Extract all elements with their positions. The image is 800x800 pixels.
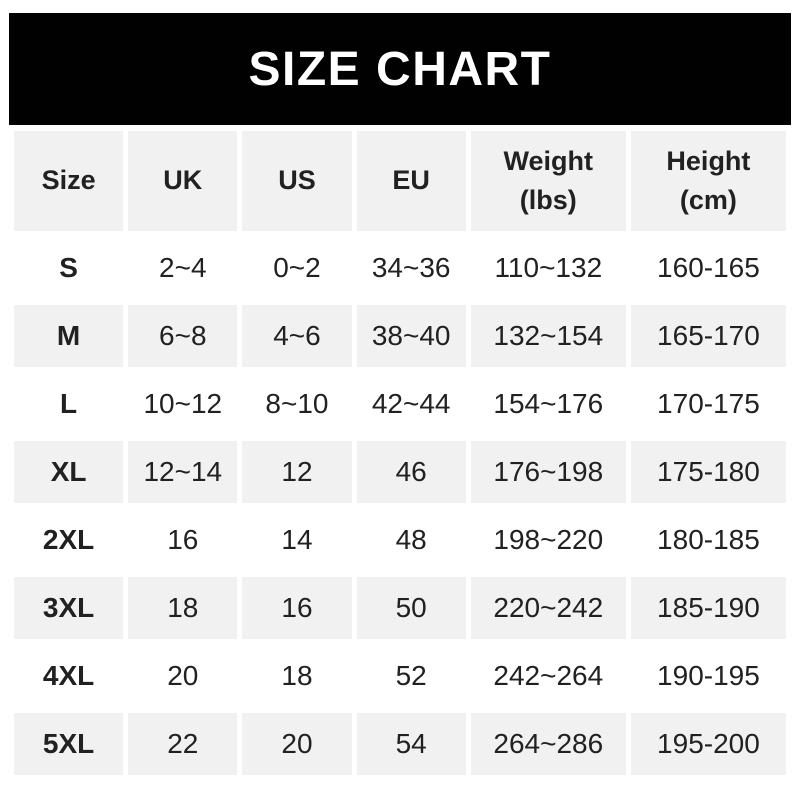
size-cell: L bbox=[14, 373, 124, 435]
weight-cell: 110~132 bbox=[470, 237, 626, 299]
col-header-weight: Weight (lbs) bbox=[470, 131, 626, 231]
us-cell: 18 bbox=[242, 645, 352, 707]
banner: SIZE CHART bbox=[9, 13, 791, 125]
eu-cell: 46 bbox=[356, 441, 466, 503]
col-header-us: US bbox=[242, 131, 352, 231]
height-cell: 160-165 bbox=[630, 237, 786, 299]
eu-cell: 34~36 bbox=[356, 237, 466, 299]
table-row-m: M 6~8 4~6 38~40 132~154 165-170 bbox=[14, 305, 786, 367]
uk-cell: 10~12 bbox=[128, 373, 238, 435]
uk-cell: 22 bbox=[128, 713, 238, 775]
height-cell: 175-180 bbox=[630, 441, 786, 503]
header-row: Size UK US EU Weight (lbs) Height (cm) bbox=[14, 131, 786, 231]
col-header-height: Height (cm) bbox=[630, 131, 786, 231]
eu-cell: 42~44 bbox=[356, 373, 466, 435]
height-cell: 170-175 bbox=[630, 373, 786, 435]
eu-cell: 50 bbox=[356, 577, 466, 639]
uk-cell: 2~4 bbox=[128, 237, 238, 299]
size-cell: 2XL bbox=[14, 509, 124, 571]
height-cell: 190-195 bbox=[630, 645, 786, 707]
table-row-4xl: 4XL 20 18 52 242~264 190-195 bbox=[14, 645, 786, 707]
us-cell: 12 bbox=[242, 441, 352, 503]
page-title: SIZE CHART bbox=[248, 42, 552, 96]
eu-cell: 54 bbox=[356, 713, 466, 775]
weight-cell: 154~176 bbox=[470, 373, 626, 435]
height-cell: 195-200 bbox=[630, 713, 786, 775]
col-header-size: Size bbox=[14, 131, 124, 231]
eu-cell: 38~40 bbox=[356, 305, 466, 367]
table-row-xl: XL 12~14 12 46 176~198 175-180 bbox=[14, 441, 786, 503]
us-cell: 16 bbox=[242, 577, 352, 639]
size-cell: 4XL bbox=[14, 645, 124, 707]
weight-cell: 132~154 bbox=[470, 305, 626, 367]
height-cell: 185-190 bbox=[630, 577, 786, 639]
size-cell: XL bbox=[14, 441, 124, 503]
height-cell: 165-170 bbox=[630, 305, 786, 367]
us-cell: 20 bbox=[242, 713, 352, 775]
uk-cell: 18 bbox=[128, 577, 238, 639]
size-table: Size UK US EU Weight (lbs) Height (cm) S… bbox=[9, 125, 791, 781]
weight-cell: 176~198 bbox=[470, 441, 626, 503]
table-row-l: L 10~12 8~10 42~44 154~176 170-175 bbox=[14, 373, 786, 435]
col-header-uk: UK bbox=[128, 131, 238, 231]
uk-cell: 6~8 bbox=[128, 305, 238, 367]
table-row-5xl: 5XL 22 20 54 264~286 195-200 bbox=[14, 713, 786, 775]
weight-cell: 264~286 bbox=[470, 713, 626, 775]
uk-cell: 12~14 bbox=[128, 441, 238, 503]
eu-cell: 52 bbox=[356, 645, 466, 707]
table-row-2xl: 2XL 16 14 48 198~220 180-185 bbox=[14, 509, 786, 571]
table-row-3xl: 3XL 18 16 50 220~242 185-190 bbox=[14, 577, 786, 639]
table-row-s: S 2~4 0~2 34~36 110~132 160-165 bbox=[14, 237, 786, 299]
size-cell: S bbox=[14, 237, 124, 299]
weight-cell: 198~220 bbox=[470, 509, 626, 571]
height-cell: 180-185 bbox=[630, 509, 786, 571]
weight-cell: 242~264 bbox=[470, 645, 626, 707]
size-cell: M bbox=[14, 305, 124, 367]
us-cell: 8~10 bbox=[242, 373, 352, 435]
col-header-eu: EU bbox=[356, 131, 466, 231]
us-cell: 4~6 bbox=[242, 305, 352, 367]
uk-cell: 16 bbox=[128, 509, 238, 571]
size-cell: 5XL bbox=[14, 713, 124, 775]
uk-cell: 20 bbox=[128, 645, 238, 707]
size-cell: 3XL bbox=[14, 577, 124, 639]
us-cell: 0~2 bbox=[242, 237, 352, 299]
us-cell: 14 bbox=[242, 509, 352, 571]
weight-cell: 220~242 bbox=[470, 577, 626, 639]
eu-cell: 48 bbox=[356, 509, 466, 571]
